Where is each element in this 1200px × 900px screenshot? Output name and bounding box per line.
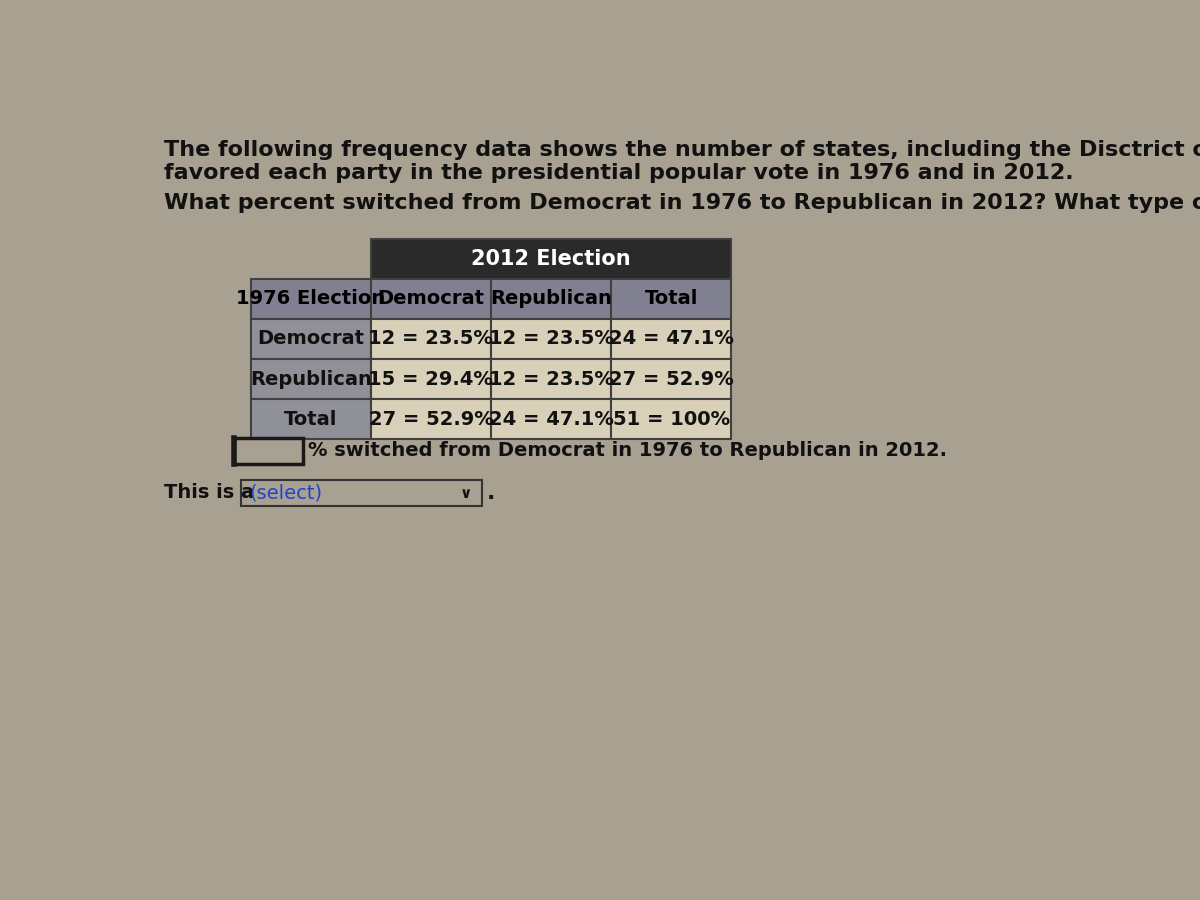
Text: Total: Total [644,290,698,309]
Text: 2012 Election: 2012 Election [472,249,631,269]
Bar [371,238,731,279]
Text: 12 = 23.5%: 12 = 23.5% [368,329,493,348]
Bar [611,319,731,359]
Text: What percent switched from Democrat in 1976 to Republican in 2012? What type of : What percent switched from Democrat in 1… [164,193,1200,212]
Bar [491,359,611,399]
Text: 24 = 47.1%: 24 = 47.1% [488,410,613,428]
Text: The following frequency data shows the number of states, including the Disctrict: The following frequency data shows the n… [164,140,1200,160]
Bar [371,359,491,399]
Text: Democrat: Democrat [378,290,485,309]
Text: .: . [486,483,494,503]
Text: 24 = 47.1%: 24 = 47.1% [608,329,733,348]
Bar [241,480,481,506]
Text: 12 = 23.5%: 12 = 23.5% [488,329,613,348]
Text: Republican: Republican [490,290,612,309]
Text: ∨: ∨ [460,485,473,500]
Text: Democrat: Democrat [257,329,365,348]
Bar [611,399,731,439]
Bar [611,279,731,319]
Bar [234,437,304,464]
Text: (select): (select) [250,483,323,502]
Text: 15 = 29.4%: 15 = 29.4% [368,370,493,389]
Text: Total: Total [284,410,337,428]
Bar [251,279,371,319]
Bar [251,399,371,439]
Text: Republican: Republican [250,370,372,389]
Bar [491,279,611,319]
Bar [371,319,491,359]
Text: 27 = 52.9%: 27 = 52.9% [608,370,733,389]
Text: % switched from Democrat in 1976 to Republican in 2012.: % switched from Democrat in 1976 to Repu… [308,441,947,460]
Bar [371,279,491,319]
Bar [611,359,731,399]
Text: 27 = 52.9%: 27 = 52.9% [368,410,493,428]
Text: This is a: This is a [164,483,254,502]
Bar [251,319,371,359]
Text: 12 = 23.5%: 12 = 23.5% [488,370,613,389]
Text: 51 = 100%: 51 = 100% [613,410,730,428]
Bar [371,399,491,439]
Bar [251,359,371,399]
Text: 1976 Election: 1976 Election [236,290,385,309]
Bar [491,319,611,359]
Bar [491,399,611,439]
Text: favored each party in the presidential popular vote in 1976 and in 2012.: favored each party in the presidential p… [164,164,1074,184]
